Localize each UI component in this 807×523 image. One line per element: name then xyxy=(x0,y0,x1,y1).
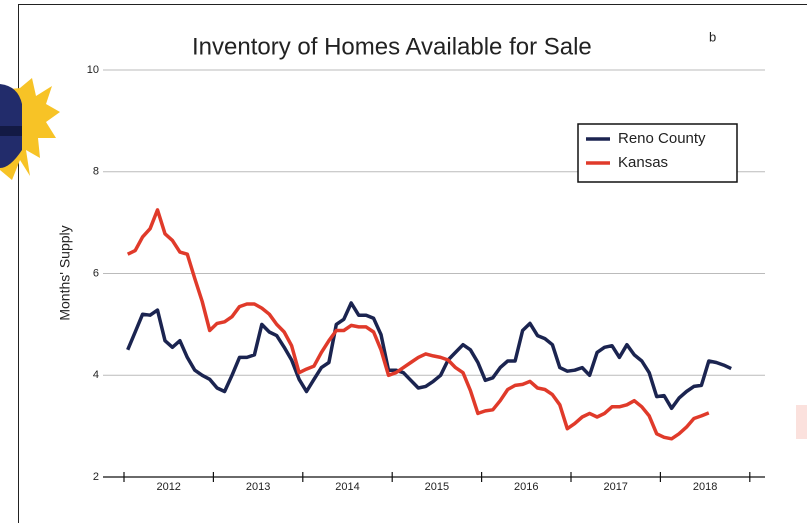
title-superscript: b xyxy=(709,29,716,44)
x-tick-label: 2016 xyxy=(514,481,538,493)
y-tick-label: 4 xyxy=(93,369,99,381)
x-tick-label: 2013 xyxy=(246,481,270,493)
y-axis-label: Months' Supply xyxy=(57,225,73,320)
y-tick-label: 10 xyxy=(87,64,99,76)
legend: Reno County Kansas xyxy=(578,124,737,182)
x-tick-label: 2017 xyxy=(603,481,627,493)
legend-label: Kansas xyxy=(618,154,668,171)
y-tick-label: 8 xyxy=(93,166,99,178)
y-tick-label: 2 xyxy=(93,471,99,483)
y-tick-label: 6 xyxy=(93,267,99,279)
legend-label: Reno County xyxy=(618,130,706,147)
chart-title: Inventory of Homes Available for Sale xyxy=(192,33,592,60)
x-tick-label: 2018 xyxy=(693,481,717,493)
frame xyxy=(19,5,807,523)
x-tick-label: 2012 xyxy=(156,481,180,493)
series-line xyxy=(128,210,709,439)
chart: Inventory of Homes Available for Sale b … xyxy=(0,0,807,523)
x-tick-label: 2014 xyxy=(335,481,359,493)
x-tick-label: 2015 xyxy=(425,481,449,493)
